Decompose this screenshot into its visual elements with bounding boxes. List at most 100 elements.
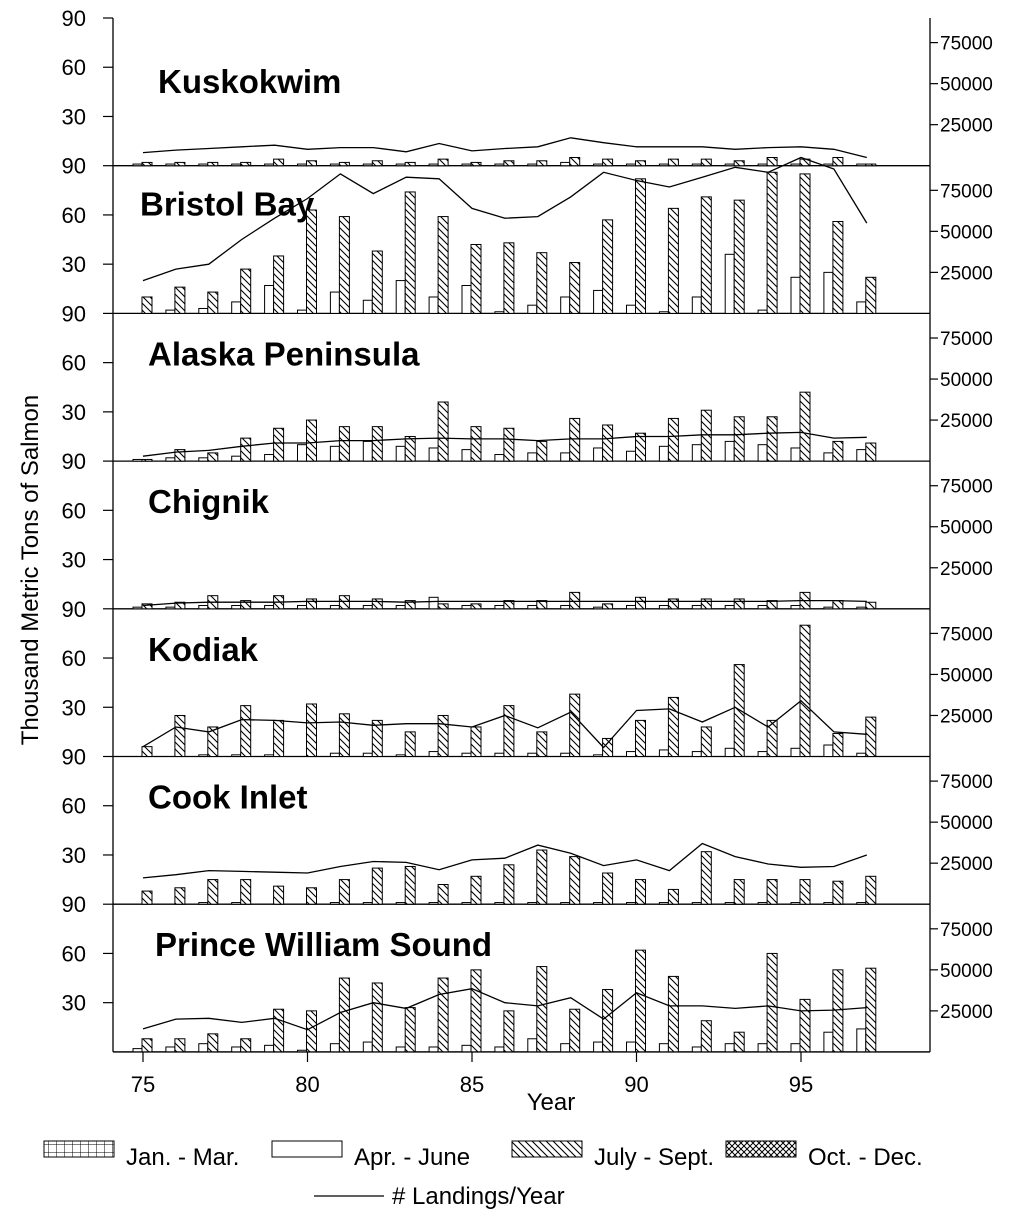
- bar-jul-sep: [667, 888, 679, 905]
- bar-apr-jun: [757, 1043, 768, 1053]
- bar-apr-jun: [593, 163, 604, 167]
- y-tick-label: 90: [62, 6, 86, 31]
- legend-label-apr-jun: Apr. - June: [354, 1144, 470, 1171]
- bar-apr-jun: [560, 161, 571, 167]
- y-tick-label: 60: [62, 498, 86, 523]
- bar-jul-sep: [602, 989, 614, 1053]
- bar-jul-sep: [700, 1020, 712, 1053]
- bar-apr-jun: [329, 291, 340, 314]
- bar-jul-sep: [832, 880, 844, 905]
- bar-apr-jun: [823, 902, 834, 905]
- bar-apr-jun: [461, 163, 472, 167]
- bar-jul-sep: [733, 199, 745, 314]
- bar-jul-sep: [371, 250, 383, 314]
- bar-jul-sep: [832, 969, 844, 1053]
- bar-apr-jun: [231, 902, 242, 905]
- legend-swatch-oct-dec: [725, 1140, 797, 1158]
- bar-apr-jun: [494, 902, 505, 905]
- bar-jul-sep: [306, 887, 317, 905]
- bar-jul-sep: [141, 458, 153, 462]
- bar-jul-sep: [174, 161, 186, 167]
- bar-jul-sep: [865, 601, 877, 610]
- bar-jul-sep: [371, 160, 383, 167]
- bar-jul-sep: [470, 726, 482, 758]
- bar-jul-sep: [207, 291, 219, 314]
- bar-jul-sep: [371, 719, 383, 758]
- bar-jul-sep: [437, 603, 449, 610]
- bar-jul-sep: [667, 158, 679, 167]
- bar-jul-sep: [700, 196, 712, 314]
- bar-jul-sep: [832, 600, 844, 610]
- bar-jul-sep: [536, 252, 548, 314]
- bar-apr-jun: [198, 605, 209, 610]
- bar-apr-jun: [823, 271, 834, 314]
- bar-jul-sep: [207, 726, 219, 758]
- y2-tick-label: 75000: [940, 920, 993, 941]
- bar-apr-jun: [395, 163, 406, 167]
- bar-jul-sep: [338, 216, 350, 314]
- bar-apr-jun: [461, 605, 472, 610]
- bar-jul-sep: [273, 719, 285, 758]
- x-tick-label: 80: [295, 1072, 319, 1097]
- bar-apr-jun: [626, 605, 636, 610]
- bar-apr-jun: [494, 163, 505, 167]
- bar-jul-sep: [602, 737, 614, 757]
- bar-apr-jun: [626, 751, 636, 757]
- bar-apr-jun: [823, 1031, 834, 1053]
- bar-jul-sep: [799, 879, 811, 905]
- bar-apr-jun: [461, 285, 472, 314]
- y-tick-label: 30: [62, 843, 86, 868]
- bar-jul-sep: [733, 160, 745, 167]
- bar-apr-jun: [264, 1044, 275, 1053]
- y2-tick-label: 25000: [940, 411, 993, 432]
- bar-apr-jun: [527, 902, 538, 905]
- legend-label-jul-sep: July - Sept.: [594, 1144, 714, 1171]
- bar-apr-jun: [362, 163, 373, 167]
- bar-jul-sep: [437, 216, 449, 314]
- bar-apr-jun: [329, 163, 340, 167]
- y-tick-label: 30: [62, 548, 86, 573]
- bar-jul-sep: [404, 161, 416, 167]
- y2-tick-label: 75000: [940, 181, 993, 202]
- bar-apr-jun: [527, 304, 538, 314]
- panel-kuskokwim: 30 60 90 25000 50000 75000 Kuskokwim: [62, 6, 993, 167]
- bar-jul-sep: [733, 664, 745, 757]
- bar-jul-sep: [602, 158, 614, 167]
- panel-alaska-peninsula: 30 60 90 25000 50000 75000 Alaska Peninsula: [62, 301, 993, 462]
- bar-jul-sep: [207, 1033, 219, 1053]
- bar-apr-jun: [395, 754, 406, 757]
- bar-apr-jun: [560, 452, 571, 462]
- bar-jul-sep: [799, 998, 811, 1053]
- bar-apr-jun: [198, 163, 209, 167]
- bar-jul-sep: [733, 416, 745, 462]
- bar-jul-sep: [273, 255, 285, 314]
- y-axis-label: Thousand Metric Tons of Salmon: [17, 395, 44, 745]
- bar-jul-sep: [207, 879, 219, 905]
- bar-jul-sep: [240, 600, 252, 610]
- bar-jul-sep: [306, 160, 317, 167]
- bar-apr-jun: [362, 752, 373, 757]
- legend-item-landings: # Landings/Year: [314, 1183, 565, 1210]
- bar-apr-jun: [395, 902, 406, 905]
- bar-jul-sep: [207, 161, 219, 167]
- bar-apr-jun: [198, 1043, 209, 1053]
- bar-apr-jun: [428, 751, 439, 757]
- bar-apr-jun: [362, 1041, 373, 1053]
- bar-apr-jun: [560, 902, 571, 905]
- panel-cook-inlet: 30 60 90 25000 50000 75000 Cook Inlet: [62, 745, 993, 905]
- bar-apr-jun: [264, 285, 275, 314]
- landings-line: [142, 156, 868, 282]
- bar-apr-jun: [790, 902, 801, 905]
- bar-jul-sep: [700, 726, 712, 758]
- bar-jul-sep: [832, 156, 844, 167]
- bar-apr-jun: [691, 902, 702, 905]
- bar-apr-jun: [428, 163, 439, 167]
- bar-jul-sep: [799, 391, 811, 462]
- bar-apr-jun: [856, 606, 867, 610]
- bar-apr-jun: [856, 163, 867, 167]
- y2-tick-label: 75000: [940, 624, 993, 645]
- panel-prince-william-sound: 30 60 90 25000 50000 75000 Prince William Soun…: [62, 892, 993, 1053]
- bar-apr-jun: [757, 309, 768, 314]
- bar-apr-jun: [724, 440, 735, 462]
- bar-jul-sep: [635, 949, 646, 1053]
